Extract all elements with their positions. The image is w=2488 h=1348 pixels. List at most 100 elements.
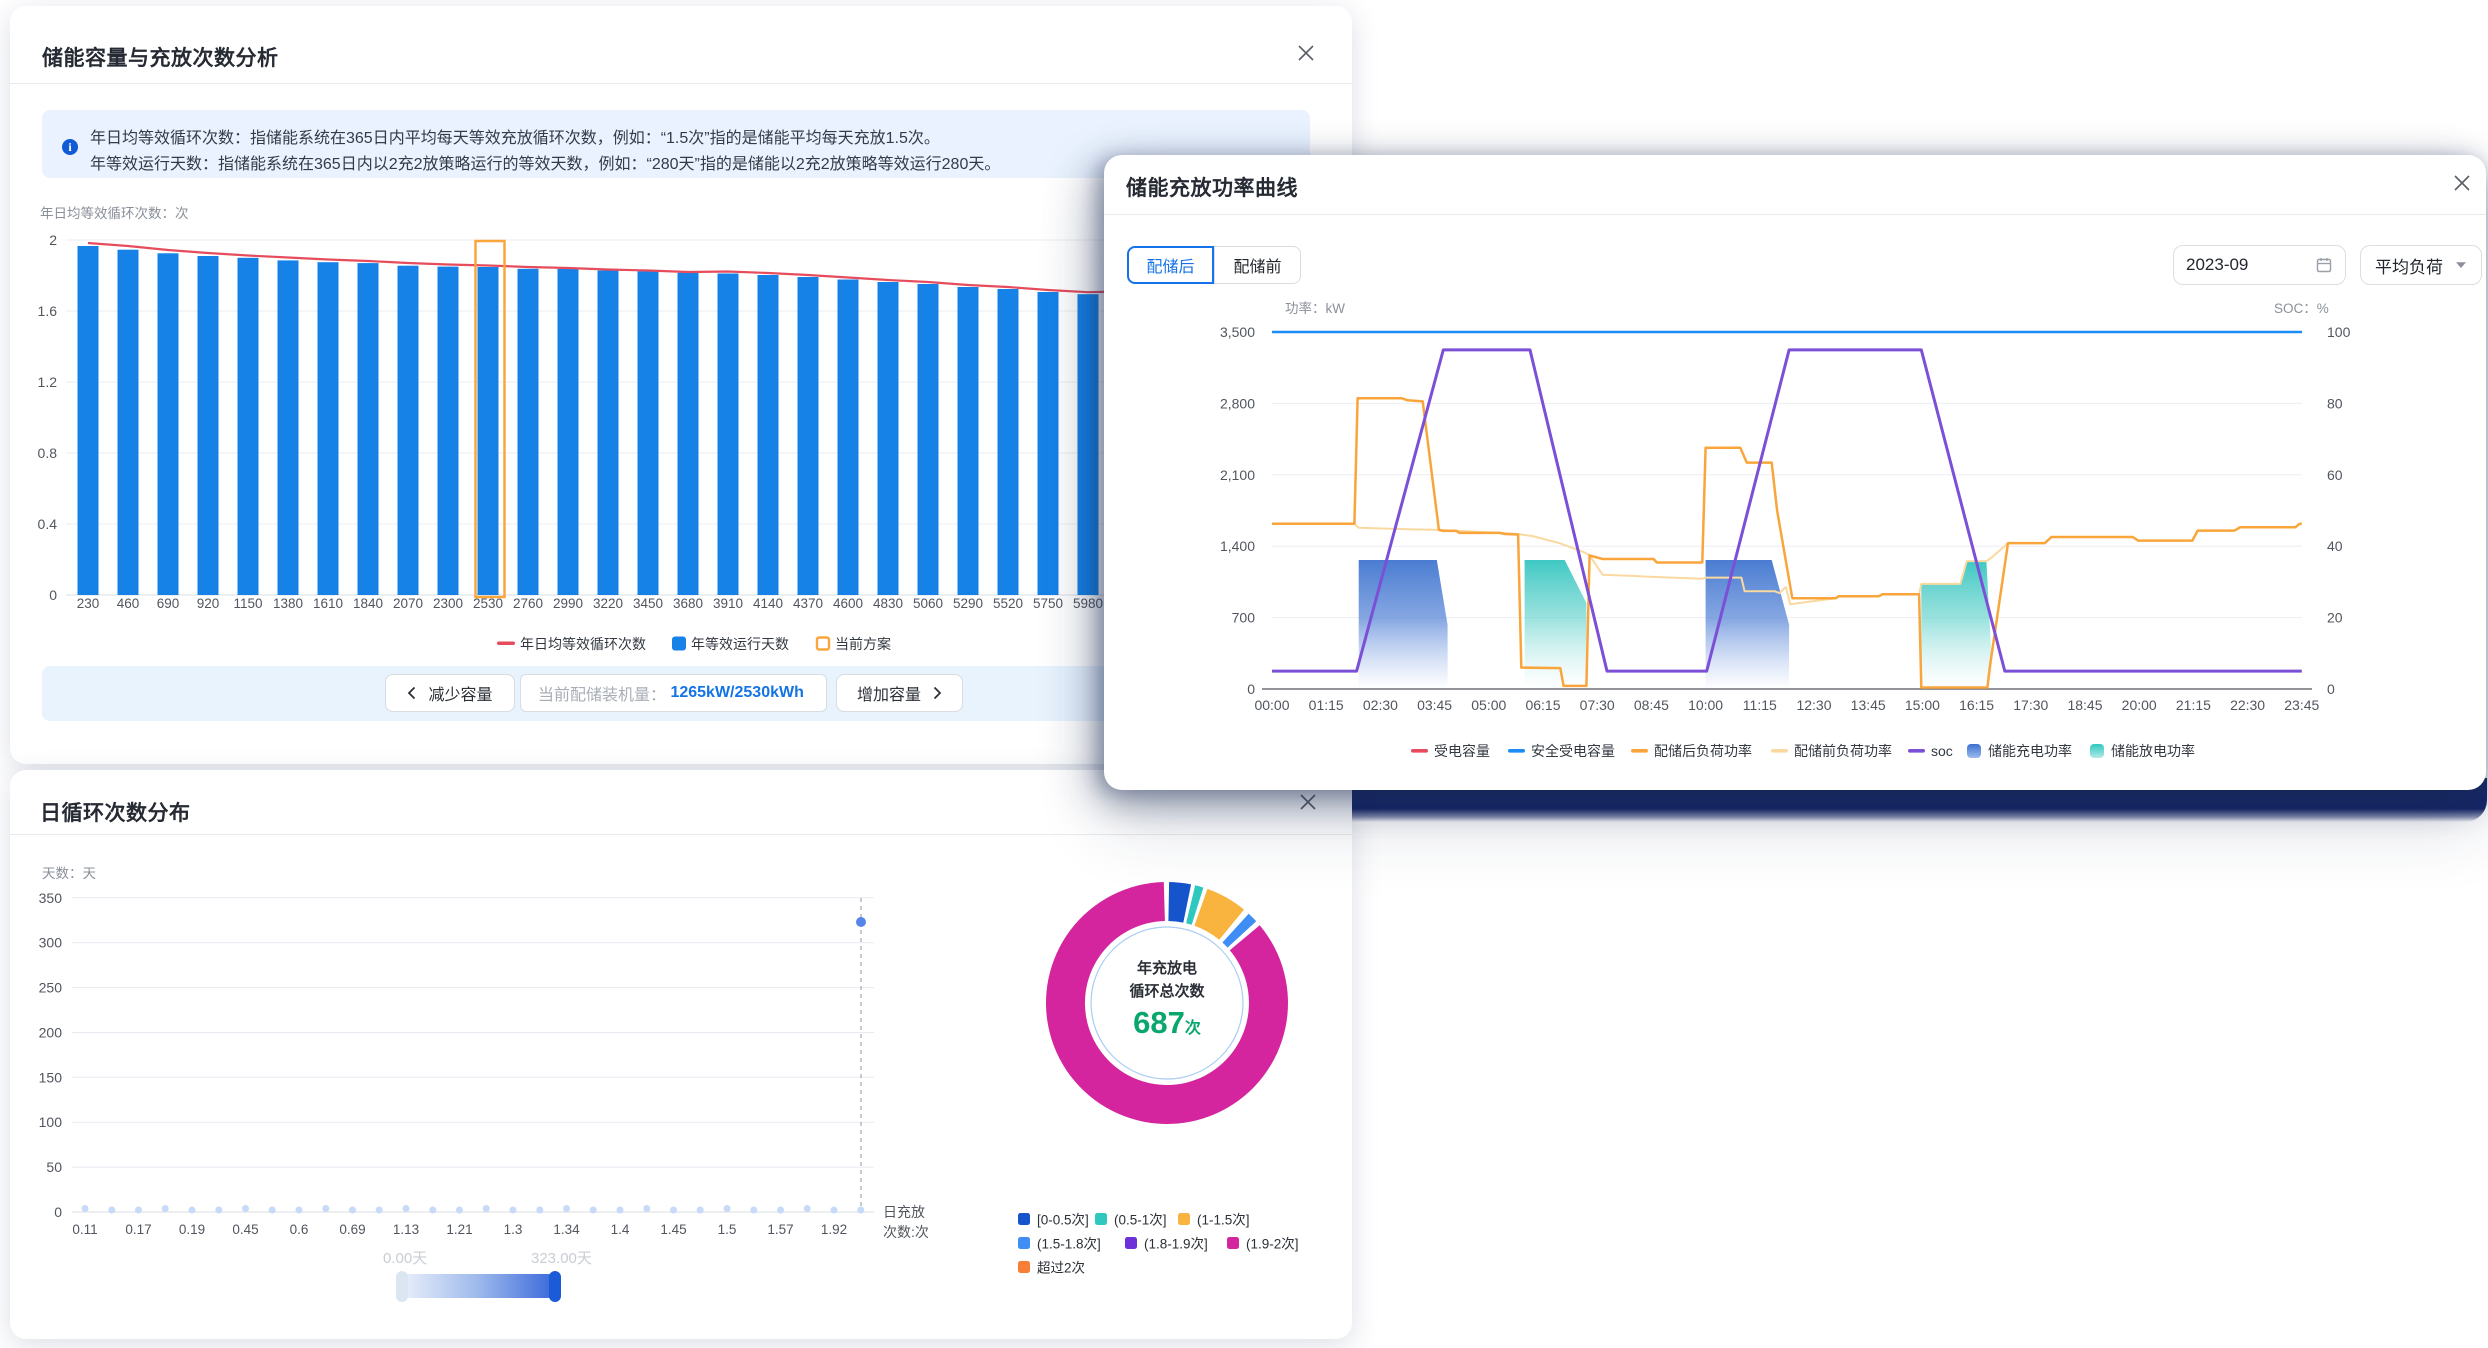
svg-text:3680: 3680	[673, 596, 703, 611]
svg-text:2,800: 2,800	[1220, 395, 1255, 411]
svg-text:50: 50	[46, 1159, 62, 1175]
svg-text:SOC：%: SOC：%	[2274, 301, 2329, 316]
svg-text:(1-1.5次]: (1-1.5次]	[1197, 1213, 1250, 1228]
svg-text:1,400: 1,400	[1220, 538, 1255, 554]
svg-text:300: 300	[39, 935, 63, 951]
svg-text:16:15: 16:15	[1959, 697, 1994, 713]
svg-text:03:45: 03:45	[1417, 697, 1452, 713]
svg-text:00:00: 00:00	[1254, 697, 1289, 713]
svg-text:100: 100	[2327, 324, 2351, 340]
svg-text:3450: 3450	[633, 596, 663, 611]
svg-text:年充放电: 年充放电	[1137, 959, 1197, 977]
svg-text:1.2: 1.2	[38, 374, 58, 390]
svg-text:3910: 3910	[713, 596, 743, 611]
svg-text:1150: 1150	[233, 596, 262, 611]
svg-text:0.17: 0.17	[125, 1222, 151, 1237]
svg-text:01:15: 01:15	[1309, 697, 1344, 713]
svg-text:(1.5-1.8次]: (1.5-1.8次]	[1037, 1237, 1101, 1252]
svg-text:0.4: 0.4	[38, 516, 58, 532]
svg-text:功率：kW: 功率：kW	[1285, 300, 1345, 316]
svg-text:1380: 1380	[273, 596, 303, 611]
svg-text:10:00: 10:00	[1688, 697, 1723, 713]
svg-text:5290: 5290	[953, 596, 983, 611]
svg-text:1.13: 1.13	[393, 1222, 419, 1237]
svg-text:21:15: 21:15	[2176, 697, 2211, 713]
svg-text:23:45: 23:45	[2284, 697, 2319, 713]
svg-text:0.11: 0.11	[72, 1222, 97, 1237]
svg-text:02:30: 02:30	[1363, 697, 1398, 713]
svg-text:(1.8-1.9次]: (1.8-1.9次]	[1144, 1237, 1208, 1252]
svg-text:1840: 1840	[353, 596, 383, 611]
svg-text:超过2次: 超过2次	[1037, 1261, 1085, 1276]
svg-text:80: 80	[2327, 395, 2343, 411]
svg-text:200: 200	[39, 1025, 63, 1041]
svg-text:0.69: 0.69	[339, 1222, 365, 1237]
svg-text:20: 20	[2327, 610, 2343, 626]
svg-text:0: 0	[1247, 681, 1255, 697]
svg-text:4140: 4140	[753, 596, 783, 611]
svg-text:1.6: 1.6	[38, 303, 58, 319]
svg-text:次数:次: 次数:次	[883, 1224, 929, 1240]
svg-text:0: 0	[2327, 681, 2335, 697]
svg-text:4600: 4600	[833, 596, 863, 611]
svg-text:08:45: 08:45	[1634, 697, 1669, 713]
svg-text:[0-0.5次]: [0-0.5次]	[1037, 1213, 1089, 1228]
svg-text:1610: 1610	[313, 596, 343, 611]
svg-text:1.57: 1.57	[767, 1222, 793, 1237]
svg-text:1.45: 1.45	[660, 1222, 686, 1237]
svg-text:5060: 5060	[913, 596, 943, 611]
svg-text:当前方案: 当前方案	[835, 636, 891, 652]
svg-text:1.5: 1.5	[718, 1222, 737, 1237]
svg-text:150: 150	[39, 1069, 63, 1085]
svg-text:40: 40	[2327, 538, 2343, 554]
svg-text:1.21: 1.21	[446, 1222, 472, 1237]
svg-text:690: 690	[157, 596, 180, 611]
svg-text:0.19: 0.19	[179, 1222, 205, 1237]
svg-text:5750: 5750	[1033, 596, 1063, 611]
svg-text:05:00: 05:00	[1471, 697, 1506, 713]
svg-text:11:15: 11:15	[1743, 697, 1777, 713]
svg-text:安全受电容量: 安全受电容量	[1531, 743, 1615, 759]
svg-text:1.34: 1.34	[553, 1222, 580, 1237]
svg-text:17:30: 17:30	[2013, 697, 2048, 713]
svg-text:06:15: 06:15	[1525, 697, 1560, 713]
svg-text:13:45: 13:45	[1851, 697, 1886, 713]
svg-text:5980: 5980	[1073, 596, 1103, 611]
svg-text:60: 60	[2327, 467, 2343, 483]
svg-text:5520: 5520	[993, 596, 1023, 611]
svg-text:soc: soc	[1931, 743, 1953, 759]
svg-text:0: 0	[54, 1204, 62, 1220]
svg-text:配储后负荷功率: 配储后负荷功率	[1654, 743, 1752, 759]
svg-text:天数：天: 天数：天	[42, 866, 96, 881]
svg-text:循环总次数: 循环总次数	[1129, 982, 1205, 1000]
svg-text:323.00天: 323.00天	[531, 1250, 592, 1267]
svg-text:0.8: 0.8	[38, 445, 58, 461]
svg-text:700: 700	[1232, 610, 1256, 626]
svg-text:配储前负荷功率: 配储前负荷功率	[1794, 743, 1892, 759]
svg-text:2760: 2760	[513, 596, 543, 611]
svg-text:20:00: 20:00	[2122, 697, 2157, 713]
svg-text:年日均等效循环次数：次: 年日均等效循环次数：次	[40, 205, 189, 221]
svg-text:460: 460	[117, 596, 140, 611]
svg-text:250: 250	[39, 980, 63, 996]
svg-text:1.92: 1.92	[821, 1222, 847, 1237]
svg-text:储能充电功率: 储能充电功率	[1988, 743, 2072, 759]
svg-text:100: 100	[39, 1114, 63, 1130]
svg-text:4370: 4370	[793, 596, 823, 611]
svg-text:1.3: 1.3	[504, 1222, 523, 1237]
svg-text:22:30: 22:30	[2230, 697, 2265, 713]
svg-text:年等效运行天数: 年等效运行天数	[691, 636, 789, 652]
svg-text:230: 230	[77, 596, 100, 611]
svg-text:350: 350	[39, 890, 63, 906]
svg-text:3220: 3220	[593, 596, 623, 611]
svg-text:12:30: 12:30	[1796, 697, 1831, 713]
svg-text:2300: 2300	[433, 596, 463, 611]
svg-text:0.00天: 0.00天	[383, 1250, 427, 1267]
svg-text:(1.9-2次]: (1.9-2次]	[1246, 1237, 1299, 1252]
svg-text:日充放: 日充放	[883, 1204, 925, 1220]
svg-text:2530: 2530	[473, 596, 503, 611]
svg-text:920: 920	[197, 596, 220, 611]
svg-text:0.45: 0.45	[232, 1222, 258, 1237]
svg-text:687次: 687次	[1133, 1005, 1201, 1040]
svg-text:15:00: 15:00	[1905, 697, 1940, 713]
